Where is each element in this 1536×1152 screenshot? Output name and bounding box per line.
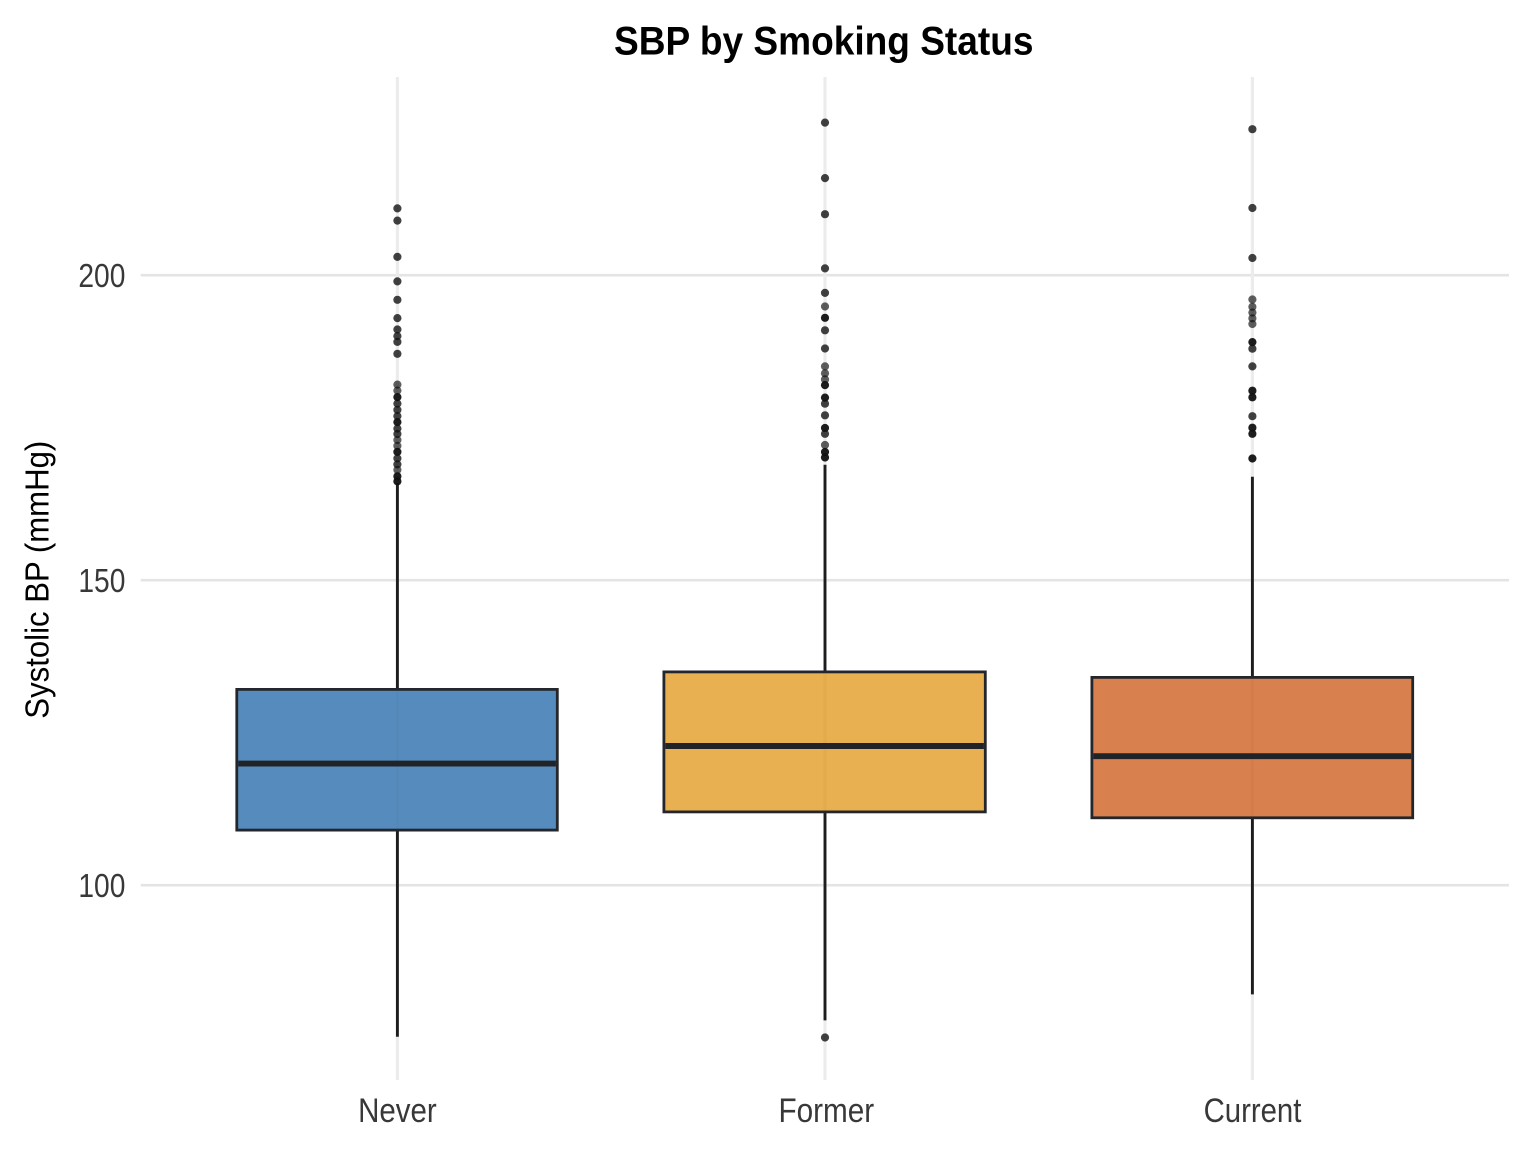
svg-text:Former: Former (778, 1092, 874, 1130)
svg-text:150: 150 (78, 562, 125, 599)
svg-text:SBP by Smoking Status: SBP by Smoking Status (614, 19, 1034, 63)
svg-text:200: 200 (78, 257, 125, 294)
svg-text:Systolic BP (mmHg): Systolic BP (mmHg) (18, 441, 55, 719)
svg-text:Never: Never (358, 1092, 437, 1130)
svg-text:Current: Current (1204, 1092, 1302, 1130)
svg-text:100: 100 (78, 867, 125, 904)
